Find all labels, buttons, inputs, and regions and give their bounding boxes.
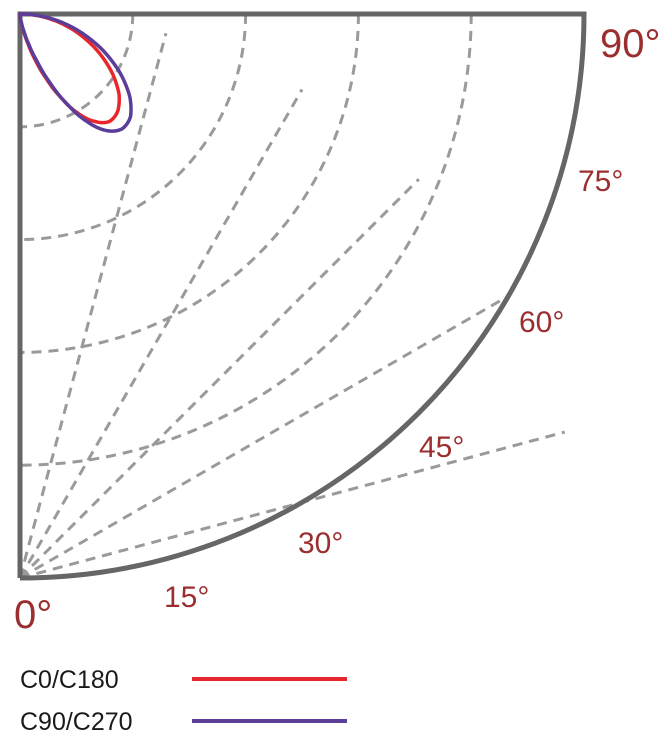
series-curve-c90-c270 bbox=[18, 12, 133, 133]
grid-ring-3 bbox=[20, 14, 360, 354]
series-curves bbox=[18, 12, 133, 133]
angle-label-15: 15° bbox=[164, 581, 209, 614]
polar-frame bbox=[17, 11, 587, 581]
angle-label-90: 90° bbox=[600, 22, 661, 66]
legend: C0/C180 C90/C270 bbox=[20, 666, 347, 736]
grid-spoke-15 bbox=[18, 32, 168, 579]
grid-spoke-75 bbox=[19, 430, 566, 580]
angle-label-60: 60° bbox=[519, 306, 564, 339]
polar-outline bbox=[17, 11, 587, 581]
angle-label-75: 75° bbox=[578, 165, 623, 198]
grid-spoke-60 bbox=[19, 294, 510, 580]
angle-labels: 0° 15° 30° 45° 60° 75° 90° bbox=[14, 22, 661, 637]
legend-label-c0-c180: C0/C180 bbox=[20, 666, 119, 694]
angle-label-30: 30° bbox=[298, 527, 343, 560]
grid-spoke-30 bbox=[18, 88, 304, 579]
grid-spoke-45 bbox=[18, 178, 420, 580]
legend-label-c90-c270: C90/C270 bbox=[20, 708, 133, 736]
angle-label-45: 45° bbox=[419, 431, 464, 464]
angle-label-0: 0° bbox=[14, 593, 52, 637]
grid-ring-4 bbox=[20, 14, 473, 467]
polar-grid bbox=[18, 14, 566, 580]
grid-ring-2 bbox=[20, 14, 248, 242]
